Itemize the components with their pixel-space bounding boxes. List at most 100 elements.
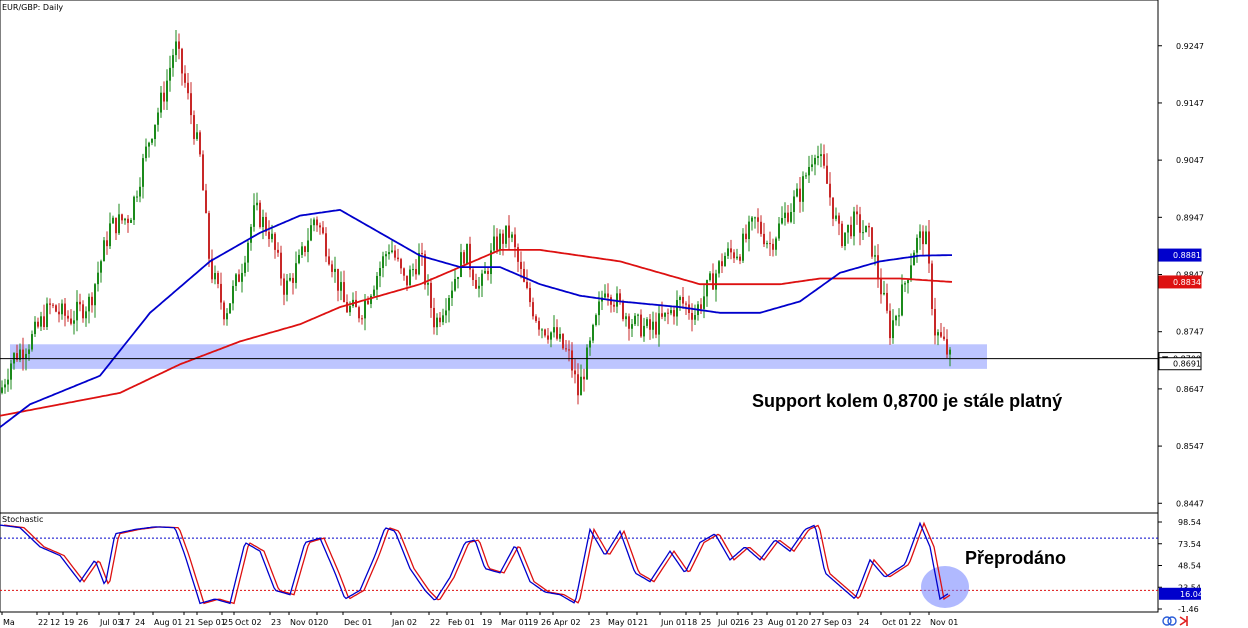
candle-body — [754, 217, 756, 219]
candle-body — [898, 315, 900, 317]
candle-body — [721, 261, 723, 267]
candle-body — [700, 304, 702, 309]
stoch-tick-label: 23.54 — [1178, 583, 1201, 592]
candle-body — [505, 225, 507, 244]
candle-body — [364, 300, 366, 319]
candle-body — [40, 316, 42, 327]
candle-body — [457, 276, 459, 279]
candle-body — [142, 158, 144, 187]
candle-body — [904, 283, 906, 285]
candle-body — [760, 221, 762, 234]
candle-body — [883, 292, 885, 295]
candle-body — [82, 304, 84, 319]
candle-body — [379, 267, 381, 276]
candle-body — [619, 293, 621, 302]
candle-body — [49, 303, 51, 305]
candle-body — [469, 243, 471, 270]
candle-body — [175, 41, 177, 56]
x-tick-label: 22 — [38, 618, 48, 627]
candle-body — [151, 138, 153, 143]
candle-body — [808, 166, 810, 176]
x-tick-label: May 01 — [608, 618, 637, 627]
candle-body — [844, 232, 846, 247]
candle-body — [814, 157, 816, 165]
candle-body — [43, 316, 45, 328]
candle-body — [22, 349, 24, 359]
candle-body — [901, 284, 903, 316]
candle-body — [742, 233, 744, 261]
candle-body — [796, 188, 798, 197]
candle-body — [346, 302, 348, 313]
candle-body — [409, 269, 411, 286]
candle-body — [451, 290, 453, 299]
price-axis: 0.9247 0.9147 0.9047 0.8947 0.8847 0.8747 0.86… — [1158, 42, 1204, 508]
candle-body — [625, 316, 627, 320]
candle-body — [268, 231, 270, 240]
candle-body — [802, 176, 804, 202]
candle-body — [157, 112, 159, 125]
candle-body — [919, 231, 921, 238]
candle-body — [148, 142, 150, 147]
stochastic-title: Stochastic — [2, 515, 43, 524]
x-tick-label: 21 — [185, 618, 195, 627]
candle-body — [301, 246, 303, 255]
candle-body — [442, 315, 444, 323]
x-tick-label: 23 — [753, 618, 763, 627]
candle-body — [58, 311, 60, 315]
candle-body — [289, 277, 291, 281]
candle-body — [202, 154, 204, 191]
x-tick-label: Jan 02 — [391, 618, 417, 627]
x-tick-label: Sep 01 — [198, 618, 226, 627]
candle-body — [259, 202, 261, 227]
price-panel: EUR/GBP: Daily Support kolem 0,8700 je s… — [0, 0, 1159, 514]
candle-body — [70, 318, 72, 324]
candle-body — [913, 252, 915, 266]
candle-body — [574, 370, 576, 375]
candle-body — [46, 303, 48, 328]
link-icon[interactable] — [1162, 616, 1177, 626]
candle-body — [553, 327, 555, 333]
candle-body — [61, 303, 63, 315]
candle-body — [499, 233, 501, 251]
candle-body — [106, 240, 108, 247]
candle-body — [118, 214, 120, 234]
candle-body — [736, 256, 738, 259]
candle-body — [160, 92, 162, 113]
candle-body — [178, 41, 180, 49]
candle-body — [559, 333, 561, 339]
x-tick-label: 12 — [50, 618, 60, 627]
candle-body — [511, 234, 513, 238]
candle-body — [538, 321, 540, 330]
support-zone — [10, 344, 987, 369]
candle-body — [676, 300, 678, 317]
candle-body — [292, 277, 294, 283]
candle-body — [340, 282, 342, 291]
candle-body — [256, 202, 258, 206]
candle-body — [790, 211, 792, 222]
candle-body — [544, 329, 546, 336]
arrow-icon[interactable] — [1179, 616, 1188, 626]
candle-body — [580, 376, 582, 396]
candle-body — [466, 243, 468, 264]
candle-body — [244, 262, 246, 273]
candle-body — [598, 301, 600, 316]
candle-body — [448, 298, 450, 311]
candle-body — [484, 270, 486, 274]
x-tick-label: 22 — [911, 618, 921, 627]
oversold-highlight — [921, 566, 969, 608]
candle-body — [571, 350, 573, 371]
candle-body — [556, 327, 558, 339]
candle-body — [223, 302, 225, 320]
candle-body — [226, 313, 228, 320]
candle-body — [220, 283, 222, 303]
x-tick-label: 18 — [687, 618, 697, 627]
candle-body — [370, 295, 372, 304]
candle-body — [145, 146, 147, 159]
candle-body — [283, 278, 285, 295]
candle-body — [19, 349, 21, 360]
candle-body — [805, 175, 807, 177]
candle-body — [829, 183, 831, 198]
candle-body — [934, 308, 936, 336]
candle-body — [241, 272, 243, 282]
